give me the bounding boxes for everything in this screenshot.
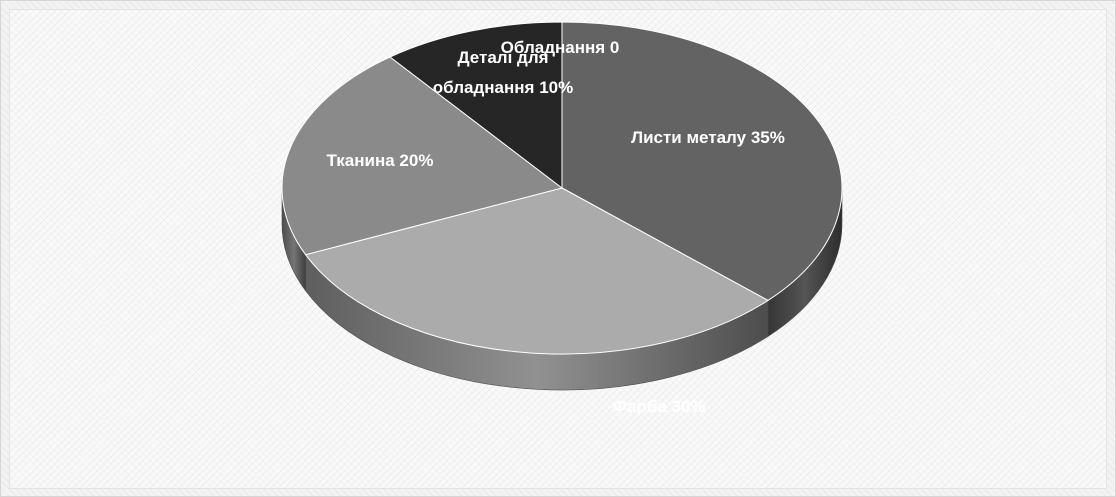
pie-slice — [281, 56, 564, 256]
slice-label: Деталі для обладнання 10% — [433, 48, 573, 97]
slice-label: Листи металу 35% — [631, 128, 785, 147]
slice-label: Тканина 20% — [327, 151, 434, 170]
slice-label: Фарба 30% — [612, 397, 705, 416]
slice-label: Обладнання 0 — [501, 38, 620, 57]
pie-slice — [561, 21, 843, 302]
pie-slice — [389, 21, 563, 190]
pie-slice — [304, 187, 769, 355]
